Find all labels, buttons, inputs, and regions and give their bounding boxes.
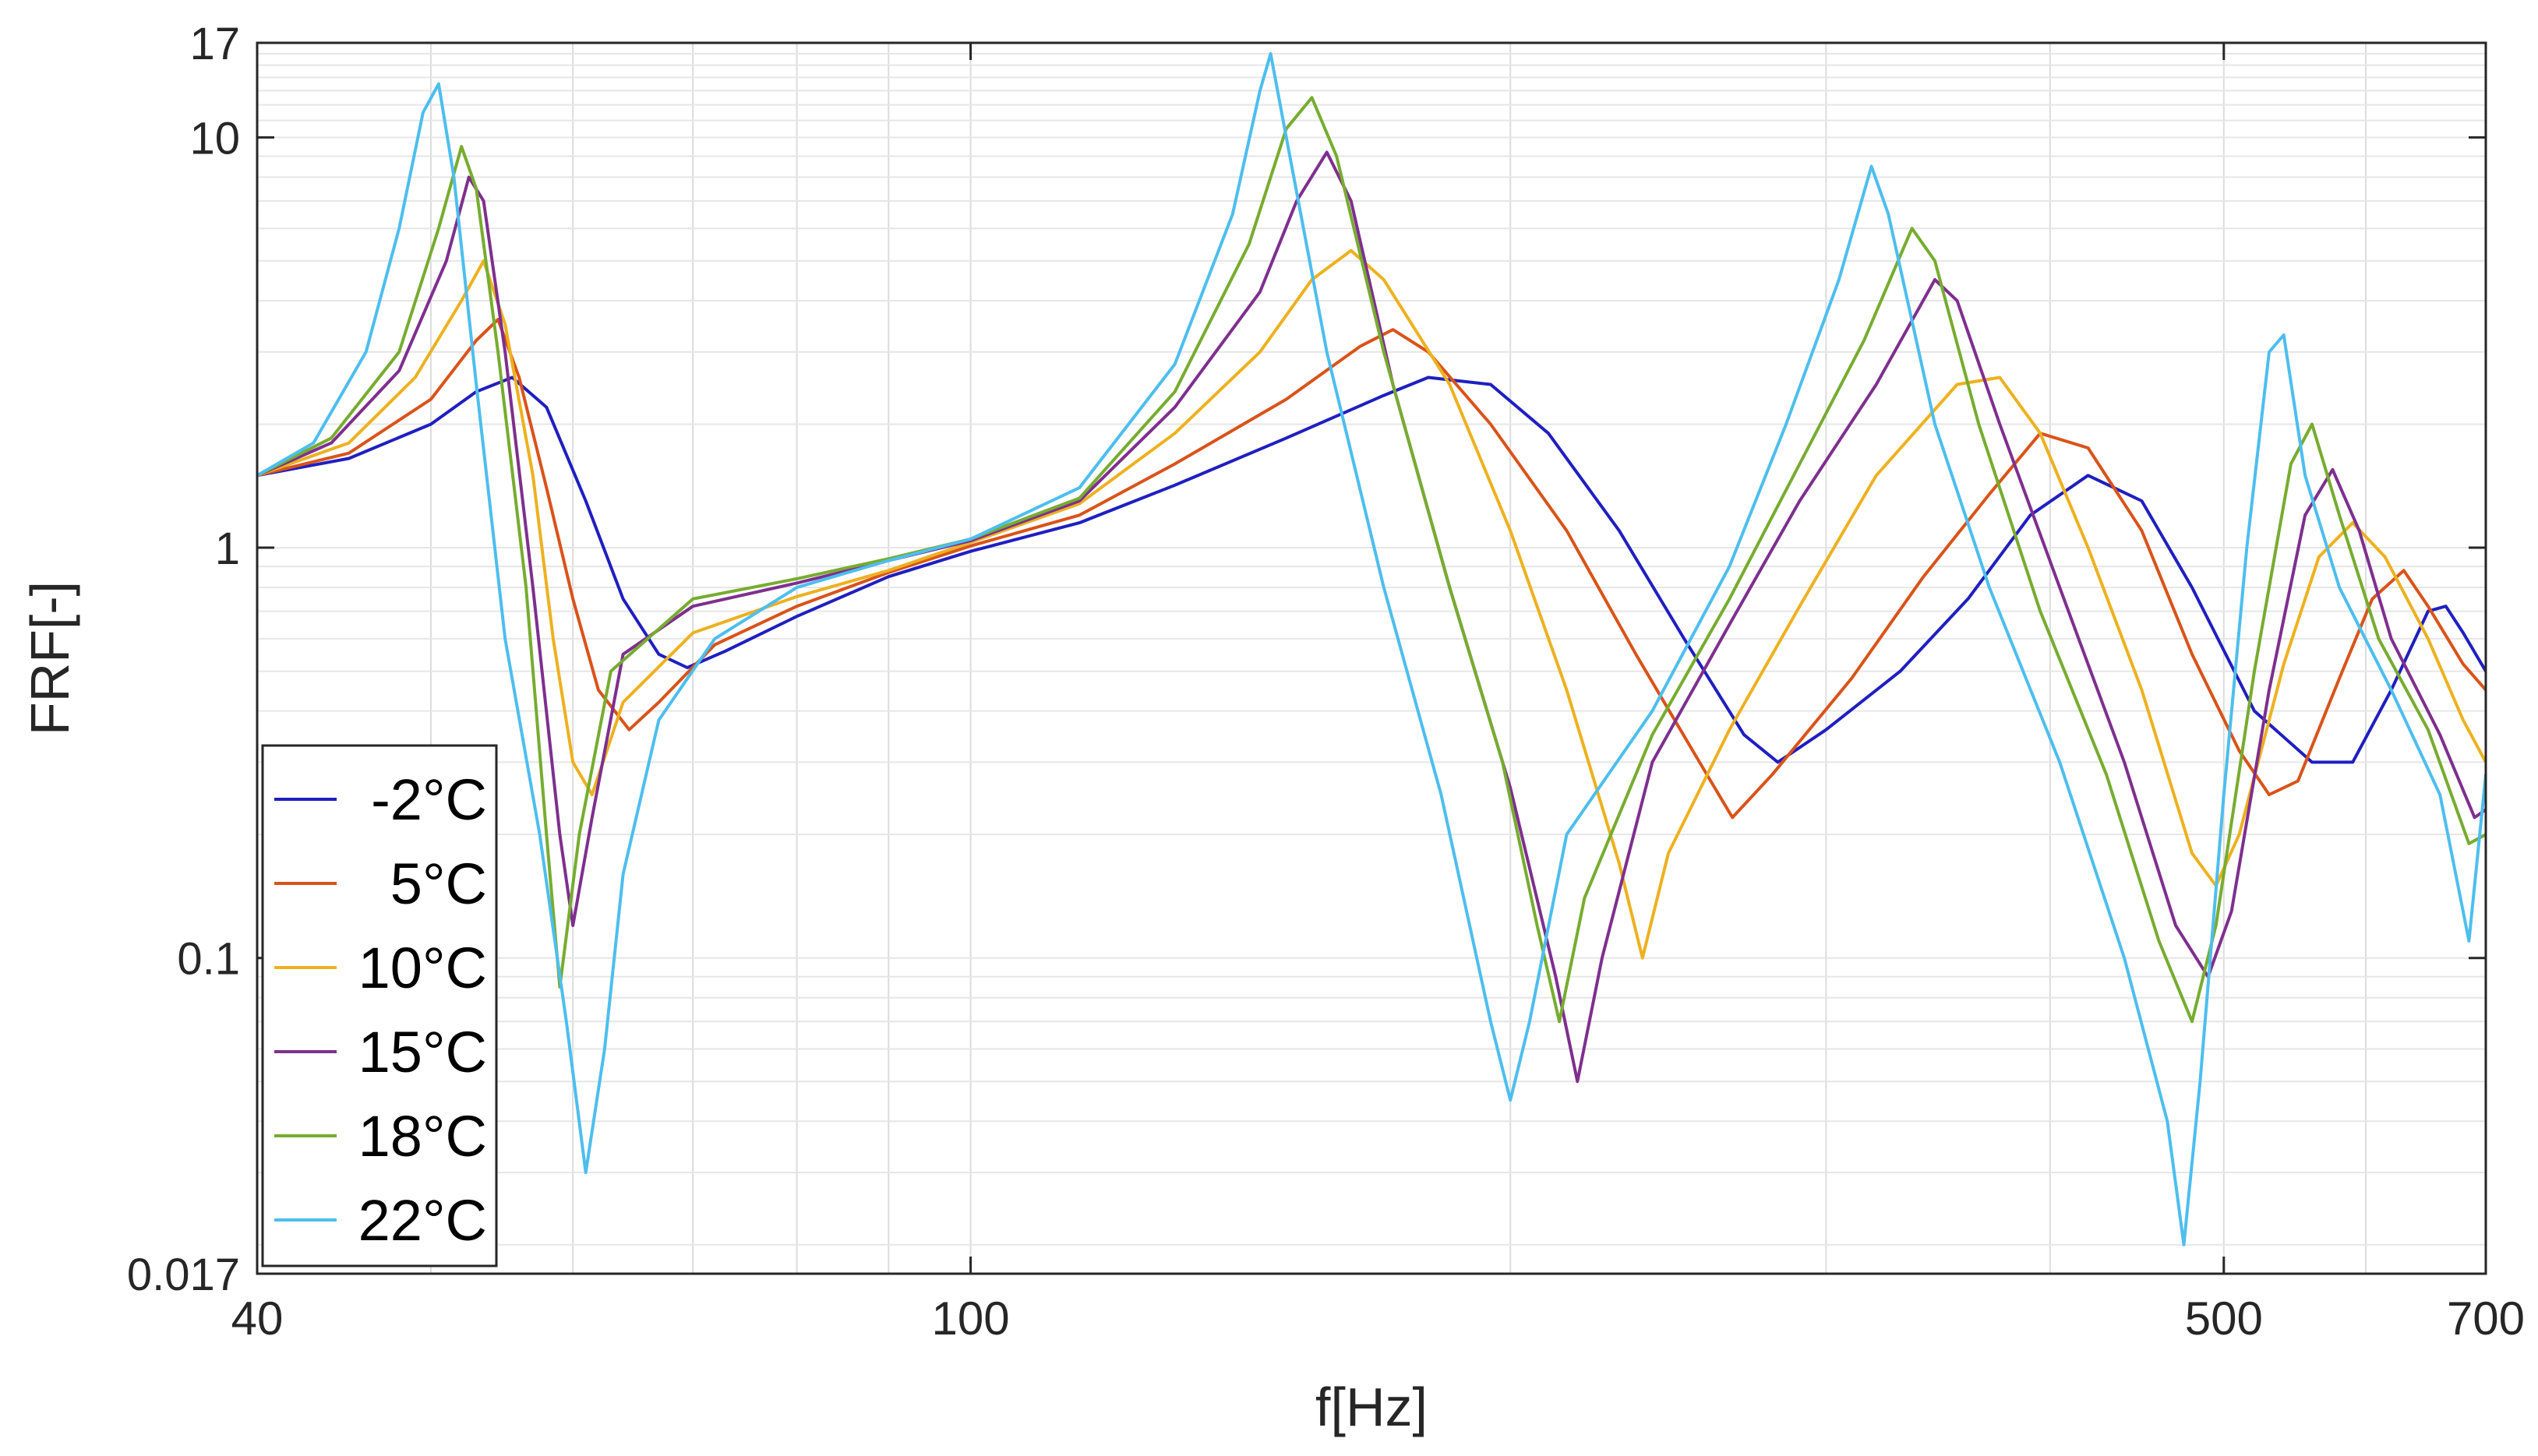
x-tick-label: 500 xyxy=(2185,1292,2263,1345)
x-tick-label: 40 xyxy=(231,1292,284,1345)
legend-label: 10°C xyxy=(358,936,487,1000)
tick-marks xyxy=(256,41,2487,1275)
x-tick-label: 100 xyxy=(932,1292,1010,1345)
plot-frame xyxy=(256,41,2487,1275)
y-tick-label: 1 xyxy=(215,524,240,574)
legend-box xyxy=(261,744,498,1267)
x-tick-label: 700 xyxy=(2447,1292,2525,1345)
tick-labels: 40 100 500 700 0.017 0.1 1 10 17 xyxy=(127,19,2525,1345)
series-line xyxy=(257,96,2486,1024)
legend: -2°C 5°C 10°C 15°C 18°C 22°C xyxy=(261,744,498,1267)
legend-label: 5°C xyxy=(390,851,487,916)
y-tick-label: 0.017 xyxy=(127,1250,240,1300)
series-line xyxy=(257,249,2486,960)
legend-label: 18°C xyxy=(358,1104,487,1169)
y-axis-label: FRF[-] xyxy=(19,581,80,735)
series-lines xyxy=(257,51,2486,1246)
y-tick-label: 0.1 xyxy=(177,934,240,985)
legend-label: 15°C xyxy=(358,1020,487,1084)
legend-label: -2°C xyxy=(371,767,487,832)
series-line xyxy=(257,51,2486,1246)
grid xyxy=(257,43,2486,1274)
series-line xyxy=(257,318,2486,820)
legend-entries: -2°C 5°C 10°C 15°C 18°C 22°C xyxy=(274,767,487,1253)
y-tick-label: 10 xyxy=(189,113,240,164)
y-tick-label: 17 xyxy=(189,19,240,69)
series-line xyxy=(257,375,2486,764)
legend-label: 22°C xyxy=(358,1188,487,1253)
x-axis-label: f[Hz] xyxy=(1315,1377,1428,1437)
plot-area-background xyxy=(257,43,2486,1274)
